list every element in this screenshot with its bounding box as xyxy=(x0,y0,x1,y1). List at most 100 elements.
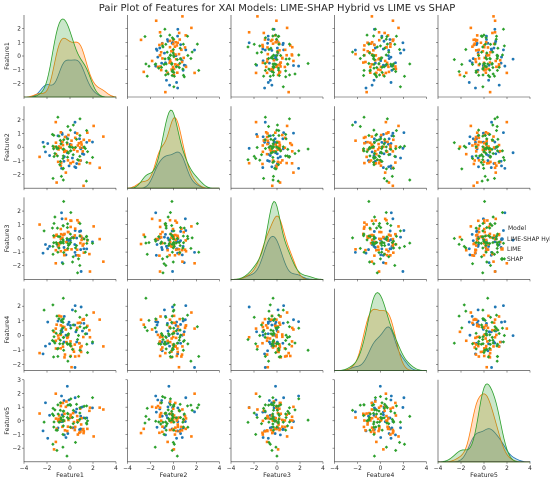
point-shap xyxy=(362,232,366,236)
point-lime-shap-hybrid xyxy=(176,27,180,31)
point-lime xyxy=(477,140,481,144)
point-lime xyxy=(102,260,105,263)
point-shap xyxy=(197,403,201,407)
point-shap xyxy=(491,123,495,127)
point-lime xyxy=(472,341,476,345)
point-lime xyxy=(66,142,69,146)
point-lime xyxy=(88,406,92,409)
point-shap xyxy=(358,56,363,61)
point-lime xyxy=(377,57,380,61)
point-lime xyxy=(80,416,83,420)
point-lime-shap-hybrid xyxy=(467,247,471,251)
point-lime xyxy=(372,234,375,237)
point-lime xyxy=(63,135,67,139)
panel-feature2-vs-feature5 xyxy=(436,106,531,191)
point-lime-shap-hybrid xyxy=(46,247,50,251)
point-shap xyxy=(167,412,172,416)
point-lime xyxy=(378,230,381,234)
point-lime-shap-hybrid xyxy=(511,334,515,338)
point-lime-shap-hybrid xyxy=(155,323,159,327)
point-shap xyxy=(367,145,372,150)
point-lime xyxy=(158,335,162,339)
point-lime-shap-hybrid xyxy=(91,406,94,410)
point-lime-shap-hybrid xyxy=(247,41,251,45)
point-lime xyxy=(161,430,164,434)
point-lime xyxy=(181,408,184,411)
point-shap xyxy=(362,68,366,73)
point-lime-shap-hybrid xyxy=(46,320,50,324)
point-lime-shap-hybrid xyxy=(389,394,393,398)
point-lime-shap-hybrid xyxy=(266,38,270,41)
point-lime xyxy=(474,244,478,247)
point-lime-shap-hybrid xyxy=(402,48,406,52)
point-shap xyxy=(476,128,481,132)
point-lime xyxy=(375,152,378,156)
point-shap xyxy=(271,416,275,420)
point-shap xyxy=(484,329,489,333)
point-lime xyxy=(271,159,275,162)
point-lime xyxy=(272,58,276,62)
point-lime xyxy=(482,44,486,47)
point-lime xyxy=(254,392,258,395)
y-axis-label-feature4: Feature4 xyxy=(4,316,11,344)
point-shap xyxy=(481,85,485,89)
point-lime xyxy=(174,53,177,56)
point-lime xyxy=(54,327,58,330)
point-lime xyxy=(363,419,366,422)
point-lime xyxy=(262,139,266,142)
point-lime-shap-hybrid xyxy=(274,398,278,402)
point-lime-shap-hybrid xyxy=(41,429,45,433)
point-shap xyxy=(370,145,374,149)
point-shap xyxy=(477,133,481,137)
point-lime-shap-hybrid xyxy=(370,83,374,87)
point-lime-shap-hybrid xyxy=(372,230,376,233)
point-shap xyxy=(491,138,495,143)
point-shap xyxy=(501,27,506,31)
point-lime xyxy=(88,335,92,339)
point-lime xyxy=(379,230,383,234)
point-shap xyxy=(56,250,60,254)
point-lime xyxy=(63,248,67,252)
point-lime-shap-hybrid xyxy=(468,333,472,337)
point-lime-shap-hybrid xyxy=(75,236,79,240)
point-lime xyxy=(67,230,70,234)
point-shap xyxy=(153,326,157,330)
point-lime xyxy=(82,317,86,321)
point-shap xyxy=(383,402,387,406)
point-shap xyxy=(85,160,89,165)
point-shap xyxy=(53,151,57,156)
point-lime xyxy=(69,340,72,343)
point-lime xyxy=(364,248,367,252)
point-shap xyxy=(457,314,461,318)
x-tick-label: 0 xyxy=(172,466,176,472)
point-shap xyxy=(52,154,56,159)
x-tick-label: 2 xyxy=(402,466,406,472)
panel-axes xyxy=(437,15,530,98)
point-shap xyxy=(269,151,273,155)
point-shap xyxy=(164,347,168,351)
point-lime xyxy=(159,315,162,318)
panel-feature2-vs-feature4 xyxy=(332,106,427,191)
point-shap xyxy=(474,70,478,75)
point-lime-shap-hybrid xyxy=(66,323,70,326)
point-lime xyxy=(180,425,183,429)
point-lime xyxy=(275,19,278,23)
point-shap xyxy=(452,341,457,345)
point-shap xyxy=(90,340,95,344)
point-lime xyxy=(505,120,509,124)
point-lime xyxy=(54,417,58,420)
point-lime xyxy=(369,65,372,69)
point-lime-shap-hybrid xyxy=(255,330,258,334)
point-lime xyxy=(474,343,478,346)
point-lime xyxy=(262,31,266,35)
point-lime xyxy=(274,131,277,134)
point-shap xyxy=(82,237,86,241)
point-shap xyxy=(71,408,76,413)
point-shap xyxy=(82,404,86,408)
point-shap xyxy=(145,74,149,78)
point-lime-shap-hybrid xyxy=(179,432,182,435)
point-lime xyxy=(54,262,58,265)
point-lime xyxy=(464,71,468,75)
point-lime-shap-hybrid xyxy=(380,140,384,144)
